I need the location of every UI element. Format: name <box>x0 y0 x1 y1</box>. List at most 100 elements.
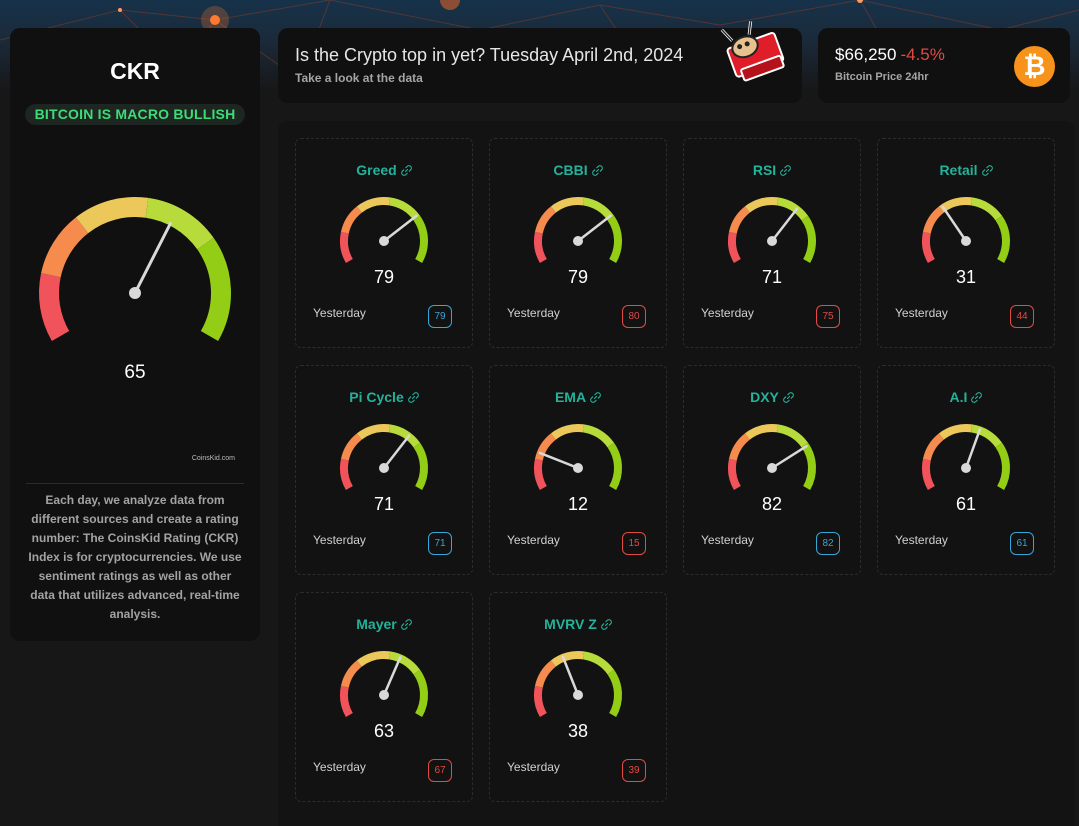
indicator-gauge <box>340 424 428 490</box>
indicator-value: 63 <box>373 721 395 741</box>
yesterday-value-badge: 44 <box>1010 305 1034 328</box>
indicator-card-mvrv-z: MVRV Z 38 Yesterday 39 <box>489 592 667 802</box>
gauge-segment-lime <box>582 651 615 675</box>
indicator-value: 82 <box>761 494 783 514</box>
gauge-segment-green <box>607 669 622 717</box>
gauge-segment-green <box>801 215 816 263</box>
indicator-card-cbbi: CBBI 79 Yesterday 80 <box>489 138 667 348</box>
gauge-needle <box>576 214 612 243</box>
yesterday-label: Yesterday <box>895 533 948 547</box>
gauge-segment-red <box>340 685 353 717</box>
indicator-title-link[interactable]: Greed <box>296 162 472 178</box>
gauge-needle <box>770 444 808 470</box>
gauge-segment-red <box>534 685 547 717</box>
gauge-segment-red <box>728 458 741 490</box>
gauge-segment-yellow <box>75 197 149 234</box>
indicator-name: EMA <box>554 389 587 405</box>
gauge-needle <box>964 428 982 470</box>
yesterday-value-badge: 15 <box>622 532 646 555</box>
gauge-hub <box>379 463 389 473</box>
market-status-badge: BITCOIN IS MACRO BULLISH <box>25 104 245 125</box>
indicator-title-link[interactable]: DXY <box>684 389 860 405</box>
yesterday-label: Yesterday <box>507 760 560 774</box>
yesterday-value-badge: 71 <box>428 532 452 555</box>
gauge-segment-yellow <box>356 651 391 667</box>
link-icon[interactable] <box>400 619 412 630</box>
gauge-needle <box>561 655 580 697</box>
indicator-title-link[interactable]: MVRV Z <box>490 616 666 632</box>
gauge-segment-yellow <box>550 651 585 667</box>
link-icon[interactable] <box>590 392 601 403</box>
divider <box>26 483 244 484</box>
link-icon[interactable] <box>783 392 794 403</box>
gauge-hub <box>961 236 971 246</box>
page-subtitle: Take a look at the data <box>295 71 423 85</box>
gauge-segment-yellow <box>356 424 391 440</box>
indicator-gauge <box>534 197 622 263</box>
ckr-value: 65 <box>124 362 146 383</box>
yesterday-value-badge: 80 <box>622 305 646 328</box>
link-icon[interactable] <box>601 619 612 630</box>
link-icon[interactable] <box>400 165 412 176</box>
gauge-segment-lime <box>970 197 1003 221</box>
gauge-segment-lime <box>388 651 421 675</box>
link-icon[interactable] <box>971 392 983 403</box>
indicator-gauge <box>534 651 622 717</box>
gauge-hub <box>767 463 777 473</box>
gauge-segment-orange <box>41 217 89 278</box>
link-icon[interactable] <box>780 165 791 176</box>
yesterday-label: Yesterday <box>701 533 754 547</box>
indicator-gauge <box>534 424 622 490</box>
headline-panel: Is the Crypto top in yet? Tuesday April … <box>278 28 802 103</box>
indicator-gauge <box>922 197 1010 263</box>
gauge-segment-lime <box>388 197 421 221</box>
ckr-credit[interactable]: CoinsKid.com <box>191 455 235 462</box>
indicator-title-link[interactable]: Retail <box>878 162 1054 178</box>
gauge-needle <box>941 205 968 243</box>
gauge-hub <box>767 236 777 246</box>
gauge-segment-lime <box>582 197 615 221</box>
gauge-hub <box>573 463 583 473</box>
indicator-title-link[interactable]: A.I <box>878 389 1054 405</box>
gauge-needle <box>538 451 580 470</box>
yesterday-label: Yesterday <box>313 306 366 320</box>
gauge-segment-green <box>607 215 622 263</box>
indicator-title-link[interactable]: RSI <box>684 162 860 178</box>
indicator-name: RSI <box>752 162 777 178</box>
bitcoin-icon: ₿ <box>1014 46 1055 87</box>
indicator-title-link[interactable]: EMA <box>490 389 666 405</box>
gauge-segment-red <box>922 231 935 263</box>
yesterday-label: Yesterday <box>895 306 948 320</box>
indicator-name: MVRV Z <box>544 616 597 632</box>
indicator-title-link[interactable]: Mayer <box>296 616 472 632</box>
indicator-card-rsi: RSI 71 Yesterday 75 <box>683 138 861 348</box>
indicator-title-link[interactable]: CBBI <box>490 162 666 178</box>
gauge-needle <box>382 656 402 697</box>
gauge-segment-yellow <box>938 197 973 213</box>
gauge-needle <box>770 207 799 243</box>
gauge-segment-green <box>197 237 231 341</box>
indicator-value: 38 <box>567 721 589 741</box>
indicator-name: Mayer <box>356 616 397 632</box>
gauge-segment-yellow <box>550 424 585 440</box>
yesterday-label: Yesterday <box>313 760 366 774</box>
gauge-segment-red <box>534 458 547 490</box>
gauge-segment-green <box>413 442 428 490</box>
link-icon[interactable] <box>407 392 419 403</box>
link-icon[interactable] <box>981 165 993 176</box>
btc-price: $66,250 <box>835 45 897 64</box>
gauge-segment-green <box>995 442 1010 490</box>
gauge-hub <box>129 287 141 299</box>
gauge-segment-lime <box>970 424 1003 448</box>
gauge-segment-yellow <box>356 197 391 213</box>
indicator-value: 79 <box>373 267 395 287</box>
indicator-title-link[interactable]: Pi Cycle <box>296 389 472 405</box>
gauge-segment-yellow <box>744 424 779 440</box>
link-icon[interactable] <box>591 165 603 176</box>
gauge-segment-orange <box>534 206 556 234</box>
gauge-segment-yellow <box>550 197 585 213</box>
indicator-gauge <box>340 651 428 717</box>
indicator-grid: Greed 79 Yesterday 79 CBBI 79 Yesterday 80 RSI 71… <box>278 121 1075 826</box>
price-label: Bitcoin Price 24hr <box>835 71 929 83</box>
ckr-description: Each day, we analyze data from different… <box>28 493 242 621</box>
